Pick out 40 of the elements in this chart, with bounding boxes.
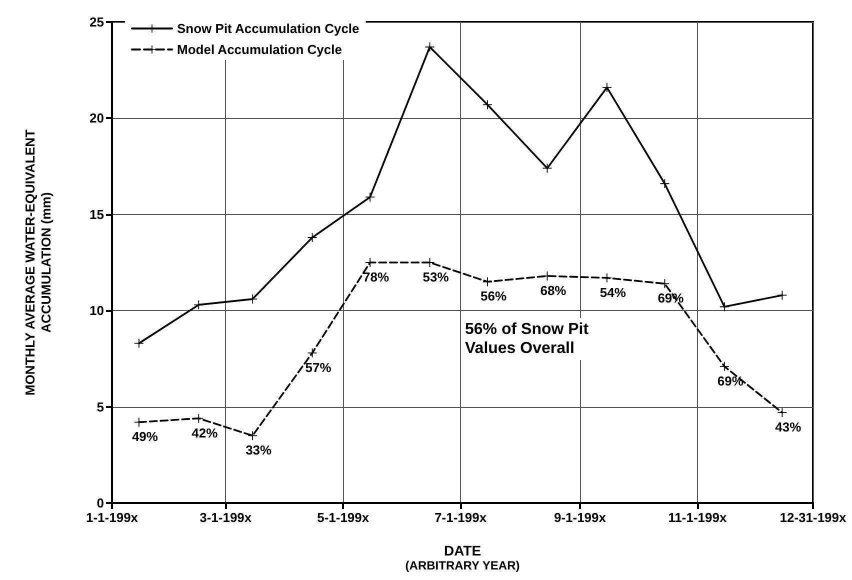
x-tick-label: 12-31-199x: [780, 510, 848, 525]
annotation: 69%: [717, 373, 744, 388]
point: [248, 431, 258, 440]
x-tick-label: 3-1-199x: [200, 510, 252, 525]
y-tick-label: 10: [90, 303, 104, 318]
x-tick-label: 5-1-199x: [317, 510, 370, 525]
annotation: 78%: [363, 270, 390, 284]
point: [134, 418, 144, 427]
annotation: 57%: [305, 360, 332, 375]
annotation: 69%: [658, 290, 684, 306]
point: [366, 192, 375, 202]
annotation: 42%: [192, 425, 218, 440]
annotation: 56%: [480, 288, 507, 304]
y-tick-label: 25: [90, 14, 104, 30]
point: [602, 82, 612, 92]
annotation: 54%: [600, 284, 626, 300]
y-tick-label: 0: [96, 496, 104, 510]
annotation: 43%: [775, 420, 802, 435]
y-axis-title: MONTHLY AVERAGE WATER-EQUIVALENT ACCUMULATION (mm): [22, 129, 54, 396]
y-tick-label: 15: [90, 206, 104, 222]
annotation: 53%: [422, 270, 450, 284]
annotation: 56% of Snow Pit Values Overall: [465, 321, 590, 357]
point: [778, 408, 787, 418]
annotation: 33%: [246, 442, 272, 458]
point: [194, 300, 204, 310]
point: [248, 294, 258, 304]
point: [720, 362, 729, 371]
y-tick-label: 5: [96, 399, 104, 414]
annotation: 49%: [132, 429, 158, 444]
x-tick-label: 1-1-199x: [86, 510, 139, 525]
point: [134, 338, 144, 348]
y-tick-label: 20: [90, 110, 104, 126]
x-tick-label: 7-1-199x: [434, 510, 488, 525]
point: [194, 414, 204, 423]
x-axis-title: DATE (ARBITRARY YEAR): [405, 542, 520, 572]
x-tick-label: 11-1-199x: [668, 510, 728, 525]
legend-label: Model Accumulation Cycle: [177, 42, 342, 57]
annotation: 68%: [540, 282, 567, 298]
x-tick-label: 9-1-199x: [554, 510, 607, 525]
legend-label: Snow Pit Accumulation Cycle: [177, 21, 360, 36]
